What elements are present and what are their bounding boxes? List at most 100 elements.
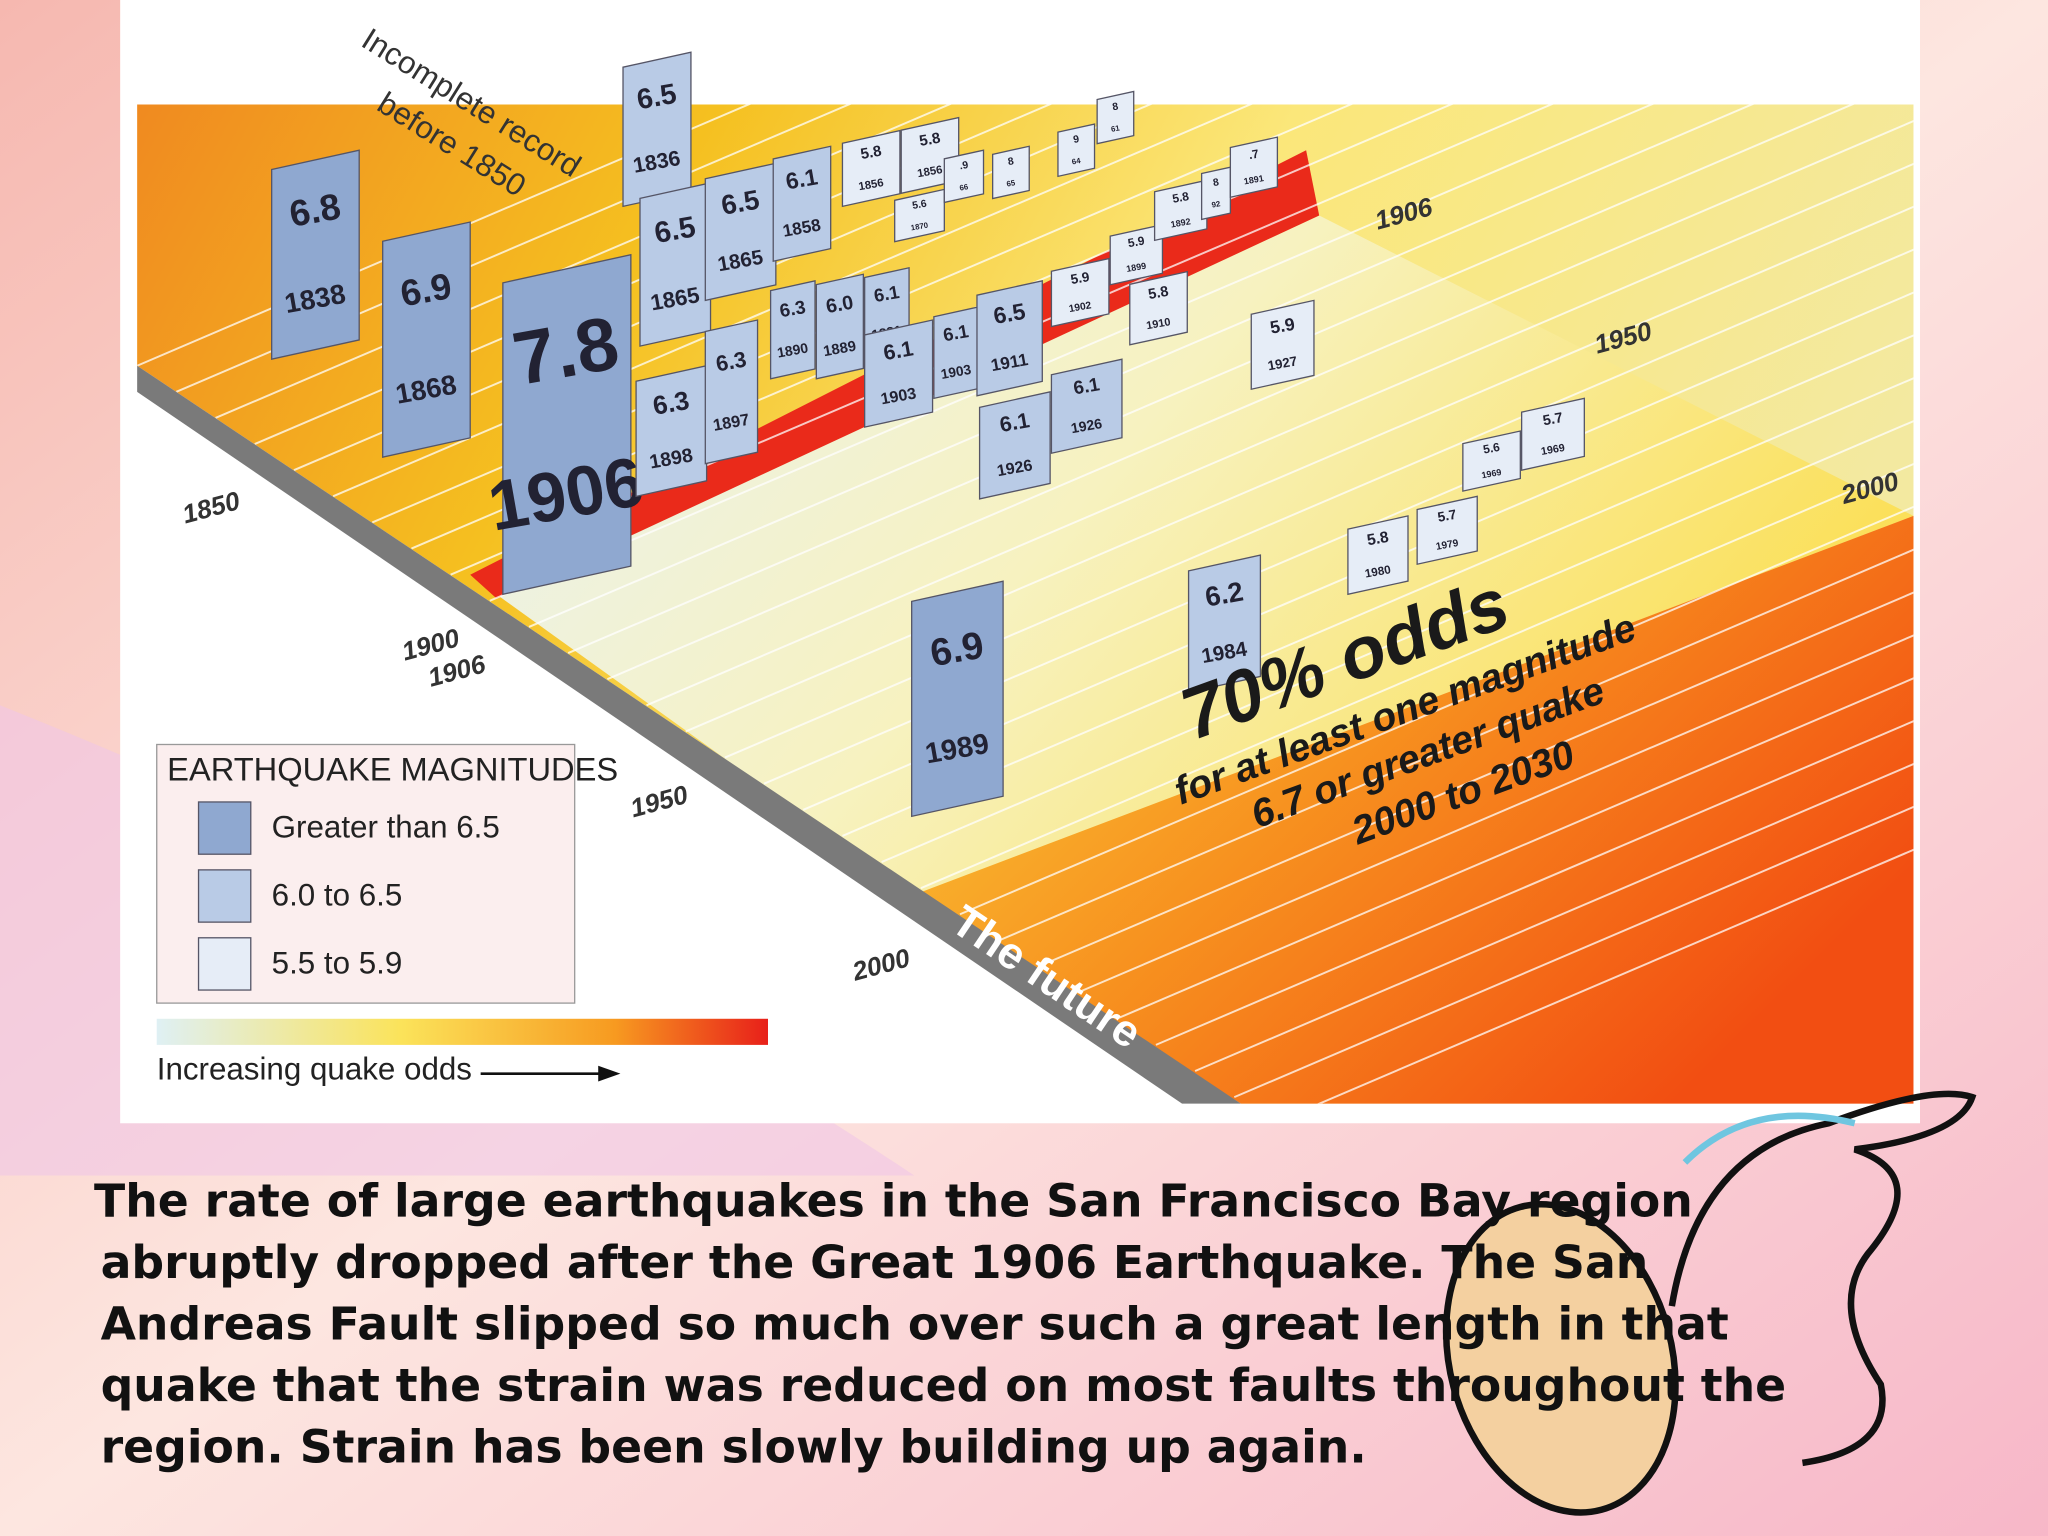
quake-magnitude: 6.1	[1072, 373, 1101, 398]
quake-panel	[1109, 223, 1164, 286]
quake-box: 5.7 1969	[1520, 397, 1585, 472]
quake-magnitude: 6.5	[991, 298, 1027, 329]
quake-box: 5.9 1899	[1109, 223, 1164, 286]
quake-magnitude: 6.3	[714, 346, 748, 376]
quake-panel	[1153, 179, 1208, 242]
quake-panel	[911, 580, 1004, 818]
quake-magnitude: 6.5	[634, 78, 679, 116]
year-line	[802, 195, 1914, 811]
quake-box: .9 66	[943, 149, 985, 204]
quake-year: 1910	[1145, 316, 1171, 332]
quake-year: 66	[959, 182, 970, 192]
year-line	[1273, 508, 1914, 1104]
quake-panel	[978, 391, 1051, 500]
quake-box: 5.6 1969	[1462, 430, 1521, 492]
quake-panel	[1057, 123, 1096, 178]
legend-swatch	[197, 801, 252, 855]
quake-panel	[772, 145, 832, 263]
quake-magnitude: 9	[1072, 134, 1080, 146]
legend-swatch	[197, 937, 252, 991]
caption-line: Andreas Fault slipped so much over such …	[101, 1298, 1729, 1351]
quake-magnitude: 5.8	[1171, 189, 1190, 206]
quake-panel	[1347, 515, 1409, 596]
quake-panel	[382, 221, 471, 458]
quake-box: 5.9 1902	[1050, 257, 1110, 328]
caption-line: region. Strain has been slowly building …	[101, 1420, 1367, 1473]
quake-panel	[894, 188, 945, 243]
arrow-head	[598, 1065, 621, 1082]
quake-magnitude: 5.6	[1482, 440, 1501, 457]
quake-year: 1892	[1170, 216, 1191, 229]
quake-panel	[502, 253, 632, 596]
quake-magnitude: 5.8	[1366, 529, 1391, 550]
quake-year: 1979	[1435, 538, 1460, 553]
quake-box: 8 92	[1200, 166, 1232, 221]
quake-year: 1969	[1540, 442, 1566, 458]
legend: EARTHQUAKE MAGNITUDES Greater than 6.5 6.0…	[156, 743, 769, 1086]
legend-label: Greater than 6.5	[272, 810, 500, 845]
caption-line: abruptly dropped after the Great 1906 Ea…	[101, 1236, 1649, 1289]
quake-box: 6.0 1889	[815, 273, 864, 380]
post-1906-band	[496, 215, 1914, 895]
quake-magnitude: 5.9	[1069, 269, 1091, 287]
legend-title: EARTHQUAKE MAGNITUDES	[167, 751, 618, 788]
year-line	[1194, 456, 1914, 1072]
quake-magnitude: 8	[1112, 101, 1120, 113]
quake-year: 1969	[1481, 467, 1502, 480]
quake-magnitude: 6.1	[882, 336, 916, 365]
egg	[1442, 1201, 1679, 1516]
quake-magnitude: 6.5	[719, 184, 762, 221]
quake-magnitude: 8	[1212, 177, 1220, 189]
year-line	[1116, 403, 1914, 1020]
caption-line: The rate of large earthquakes in the San…	[94, 1175, 1693, 1228]
quake-magnitude: 8	[1007, 156, 1015, 168]
quake-box: 6.1 1903	[863, 319, 934, 428]
bunny-illustration	[1442, 1090, 1977, 1516]
quake-panel	[1250, 299, 1315, 391]
quake-year: 1980	[1364, 563, 1392, 580]
quake-magnitude: .7	[1248, 147, 1261, 163]
quake-box: 5.8 1910	[1129, 270, 1188, 346]
year-line	[528, 104, 1914, 628]
quake-box: 6.3 1890	[769, 280, 816, 380]
quake-panel	[1229, 136, 1279, 199]
quake-panel	[769, 280, 816, 380]
quake-year: 64	[1071, 156, 1082, 166]
quake-year: 1856	[858, 177, 885, 193]
quake-magnitude: 5.6	[911, 199, 927, 212]
quake-magnitude: 6.0	[824, 292, 855, 318]
year-line	[842, 221, 1914, 837]
quake-panel	[1200, 166, 1232, 221]
legend-swatch	[197, 869, 252, 923]
quake-year: 1903	[940, 362, 973, 382]
quake-magnitude: 6.8	[286, 186, 343, 235]
quake-panel	[976, 280, 1043, 397]
quake-magnitude: 5.8	[918, 130, 942, 150]
quake-year: 1891	[1243, 173, 1264, 186]
year-line	[606, 104, 1914, 681]
year-line	[1233, 482, 1914, 1099]
quake-magnitude: 6.3	[651, 385, 692, 421]
quake-magnitude: 6.9	[927, 624, 987, 676]
quake-panel	[704, 319, 759, 465]
quake-panel	[841, 129, 901, 208]
quake-year: 1902	[1068, 300, 1093, 315]
quake-magnitude: 5.9	[1127, 233, 1146, 250]
bunny	[1668, 1090, 1977, 1467]
quake-panel	[1462, 430, 1521, 492]
year-line	[646, 104, 1914, 707]
quake-year: 1927	[1267, 353, 1299, 373]
year-line	[1037, 351, 1914, 968]
quake-year: 1899	[1125, 261, 1146, 274]
year-line	[920, 273, 1914, 890]
quake-magnitude: .9	[959, 160, 970, 172]
